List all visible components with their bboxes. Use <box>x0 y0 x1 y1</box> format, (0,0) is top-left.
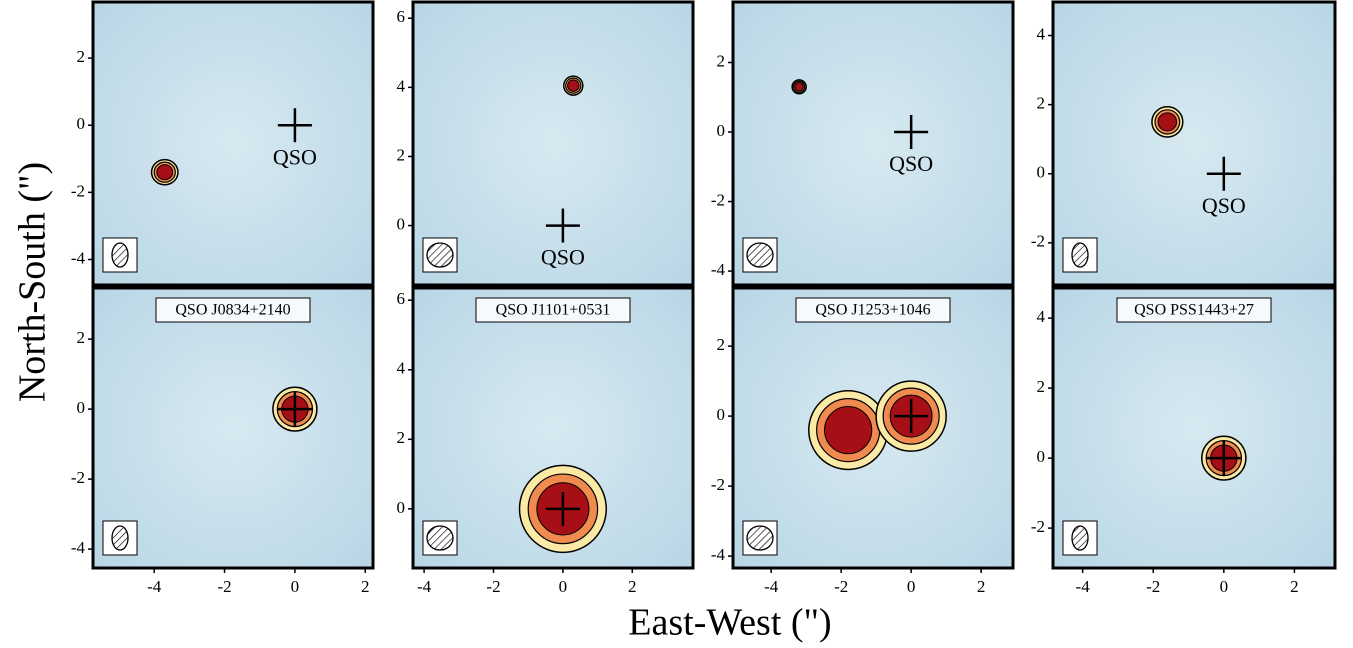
x-tick-label: 2 <box>977 577 986 596</box>
source-core <box>568 80 579 91</box>
y-tick-label: 6 <box>397 289 406 308</box>
x-tick-label: -2 <box>217 577 231 596</box>
qso-label: QSO <box>273 144 317 169</box>
x-tick-label: -4 <box>417 577 432 596</box>
x-tick-label: 0 <box>559 577 568 596</box>
y-tick-label: 2 <box>77 47 86 66</box>
panel-label: QSO PSS1443+27 <box>1134 302 1254 319</box>
x-tick-label: -4 <box>1076 577 1091 596</box>
y-tick-label: -2 <box>1031 517 1045 536</box>
panel-label: QSO J1101+0531 <box>496 302 611 319</box>
y-tick-label: -4 <box>711 545 726 564</box>
panel: QSO J0834+2140 <box>93 288 373 568</box>
x-tick-label: 2 <box>628 577 637 596</box>
y-tick-label: 0 <box>717 405 726 424</box>
source-core <box>157 165 173 180</box>
beam <box>112 526 128 550</box>
x-tick-label: -2 <box>486 577 500 596</box>
panel: QSO J1101+0531 <box>413 288 693 568</box>
panel: QSO <box>733 2 1013 285</box>
y-tick-label: 2 <box>397 428 406 447</box>
source-core <box>825 406 872 453</box>
beam <box>1072 243 1088 267</box>
x-tick-label: -4 <box>147 577 162 596</box>
y-tick-label: -2 <box>711 190 725 209</box>
figure: East-West (") North-South (") QSO -4 -2 0 2 Q… <box>0 0 1353 648</box>
qso-label: QSO <box>541 245 585 270</box>
panel: QSO J1253+1046 <box>733 288 1013 568</box>
y-tick-label: 2 <box>1037 94 1046 113</box>
beam <box>747 526 773 550</box>
beam <box>427 243 453 267</box>
y-tick-label: 0 <box>77 398 86 417</box>
y-tick-label: -4 <box>711 260 726 279</box>
x-tick-label: -2 <box>1146 577 1160 596</box>
y-tick-label: 2 <box>717 51 726 70</box>
beam <box>1072 526 1088 550</box>
panel: QSO <box>1053 2 1335 285</box>
panel: QSO <box>413 2 693 285</box>
panel: QSO PSS1443+27 <box>1053 288 1335 568</box>
y-tick-label: -2 <box>1031 232 1045 251</box>
x-tick-label: 2 <box>361 577 370 596</box>
panel: QSO <box>93 2 373 285</box>
y-tick-label: 2 <box>397 145 406 164</box>
beam <box>112 243 128 267</box>
qso-label: QSO <box>889 151 933 176</box>
y-tick-label: 2 <box>717 335 726 354</box>
y-tick-label: 0 <box>1037 447 1046 466</box>
y-tick-label: 4 <box>397 359 406 378</box>
x-tick-label: 0 <box>1220 577 1229 596</box>
y-axis-title: North-South (") <box>12 162 54 402</box>
qso-label: QSO <box>1202 193 1246 218</box>
y-tick-label: 4 <box>1037 307 1046 326</box>
y-tick-label: 0 <box>397 498 406 517</box>
y-tick-label: 2 <box>1037 377 1046 396</box>
beam <box>747 243 773 267</box>
source-core <box>1158 113 1177 131</box>
x-axis-title: East-West (") <box>628 602 831 644</box>
y-tick-label: 2 <box>77 328 86 347</box>
x-tick-label: 0 <box>291 577 300 596</box>
y-tick-label: 0 <box>717 121 726 140</box>
x-tick-label: -2 <box>834 577 848 596</box>
panel-label: QSO J1253+1046 <box>815 302 930 319</box>
y-tick-label: 0 <box>1037 163 1046 182</box>
panel-label: QSO J0834+2140 <box>175 302 290 319</box>
x-tick-label: -4 <box>764 577 779 596</box>
y-tick-label: 0 <box>397 214 406 233</box>
y-tick-label: -2 <box>71 468 85 487</box>
y-tick-label: -4 <box>71 248 86 267</box>
beam <box>427 526 453 550</box>
x-tick-label: 0 <box>907 577 916 596</box>
y-tick-label: 6 <box>397 7 406 26</box>
y-tick-label: -2 <box>711 475 725 494</box>
y-tick-label: -2 <box>71 181 85 200</box>
x-tick-label: 2 <box>1290 577 1299 596</box>
y-tick-label: -4 <box>71 538 86 557</box>
source-core <box>795 83 803 91</box>
y-tick-label: 4 <box>397 76 406 95</box>
y-tick-label: 4 <box>1037 24 1046 43</box>
y-tick-label: 0 <box>77 114 86 133</box>
